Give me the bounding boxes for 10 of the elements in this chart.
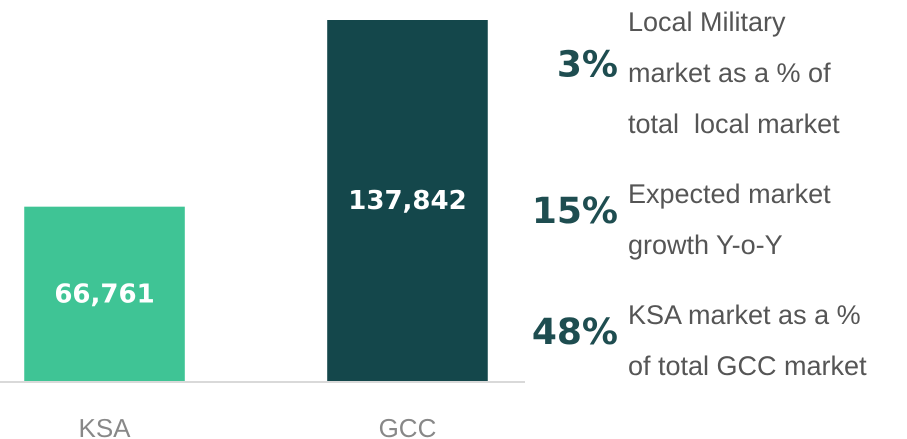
text: 48% — [532, 312, 618, 353]
x-tick-label: GCC — [378, 413, 436, 439]
text: Local Military market as a % of total local market — [628, 7, 840, 139]
data-label: 137,842 — [348, 186, 467, 216]
text: 3% — [556, 44, 618, 86]
x-tick-label: KSA — [78, 413, 132, 439]
text: KSA market as a % of total GCC market — [628, 300, 868, 381]
text: 15% — [532, 191, 618, 232]
text: Expected market growth Y-o-Y — [628, 179, 832, 260]
data-label: 66,761 — [54, 279, 155, 310]
